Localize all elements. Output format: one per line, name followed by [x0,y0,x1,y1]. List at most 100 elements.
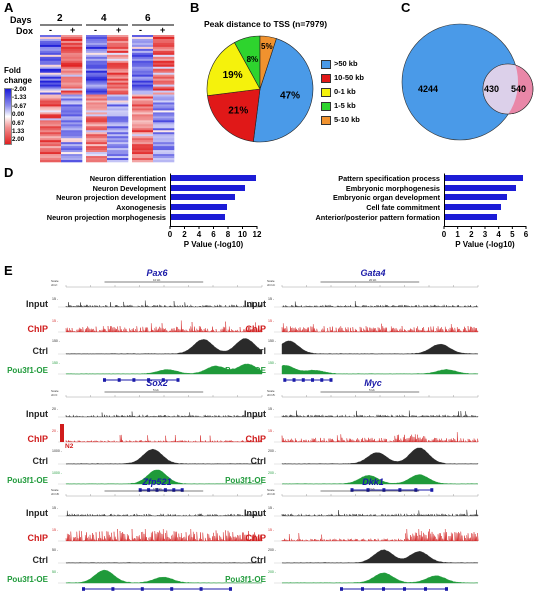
heatmap-cell [40,154,62,157]
heatmap-cell [132,94,154,97]
heatmap-cell [40,118,62,121]
heatmap-cell [153,134,175,137]
heatmap-cell [61,82,83,85]
scale-tick-label: 0.67 [12,119,25,127]
go-term-label: Anterior/posterior pattern formation [315,212,440,222]
pie-value-label: 19% [223,70,243,81]
heatmap-cell [107,100,129,103]
gene-exon [111,587,115,591]
day-label-6: 6 [145,13,151,24]
heatmap-cell [107,146,129,149]
heatmap-cell [61,60,83,64]
gene-exon [320,378,324,382]
heatmap-cell [61,52,83,56]
heatmap-cell [132,158,154,161]
heatmap-cell [107,158,129,161]
heatmap-cell [153,52,175,56]
heatmap-cell [40,68,62,72]
heatmap-cell [61,66,83,70]
heatmap-cell [61,152,83,155]
heatmap-cell [86,72,108,75]
signal-input [65,300,263,308]
heatmap-cell [107,114,129,117]
track-ymax: 150 - [52,361,61,365]
heatmap-cell [86,124,108,127]
heatmap-cell [86,54,108,58]
heatmap-cell [86,56,108,60]
legend-swatch [321,74,331,83]
heatmap-cell [86,132,108,135]
heatmap-cell [107,72,129,75]
track-ymax: 15 - [52,506,59,510]
track-label-ctrl: Ctrl [32,456,49,466]
gene-exon [170,587,174,591]
heatmap-cell [86,82,108,85]
day-label-2: 2 [57,13,63,24]
heatmap-cell [40,108,62,111]
heatmap-cell [40,80,62,83]
heatmap-cell [61,106,83,109]
heatmap-cell [132,110,154,113]
heatmap-cell [86,152,108,155]
heatmap-cell [107,124,129,127]
go-term-label: Axonogenesis [116,203,166,213]
heatmap-cell [40,94,62,97]
go-tick-label: 3 [482,229,488,239]
heatmap-cell [61,158,83,161]
gene-exon [340,587,343,591]
heatmap-cell [61,132,83,135]
signal-ctrl [65,338,263,355]
scale-title-1: Fold [4,66,21,75]
chrom-label: chr19: [267,492,276,496]
gene-exon [329,378,333,382]
chrom-label: chr3: [51,393,58,397]
heatmap-cell [86,160,108,163]
heatmap-cell [86,80,108,83]
heatmap-cell [86,64,108,68]
heatmap-cell [86,62,108,66]
track-ymax: 150 - [268,361,277,365]
heatmap-cell [132,130,154,133]
heatmap-cell [132,50,154,54]
heatmap-cell [86,158,108,161]
heatmap-cell [132,146,154,149]
heatmap-cell [153,112,175,115]
heatmap-cell [132,68,154,72]
signal-ctrl [281,549,479,564]
gene-exon [140,587,144,591]
venn-diagram [401,23,534,141]
heatmap-cell [86,46,108,50]
heatmap-cell [132,62,154,66]
heatmap-cell [86,148,108,151]
heatmap-cell [153,38,175,42]
pie-slice-0-1-kb [206,42,261,96]
heatmap-cell [40,54,62,58]
go-tick-label: 12 [252,229,262,239]
track-block-sox2: 20 - 20 - 1000 - 1000 - [52,391,263,492]
go-bar [444,213,498,220]
gene-exon [138,488,142,492]
heatmap-cell [107,70,129,74]
heatmap-cell [153,58,175,62]
track-ymax: 150 - [52,339,61,343]
heatmap-cell [132,42,154,46]
panel-letter-d: D [4,165,14,180]
heatmap-cell [132,102,154,105]
pie-value-label: 8% [247,55,259,64]
heatmap-cell [153,48,175,52]
gene-name-gata4: Gata4 [360,268,386,278]
signal-input [65,411,263,418]
heatmap-cell [86,114,108,117]
go-bar [170,204,228,211]
heatmap-cell [61,140,83,143]
heatmap-cell [61,144,83,147]
heatmap-cell [40,35,62,38]
heatmap-cell [153,82,175,85]
heatmap-cell [107,78,129,81]
track-ymax: 1000 - [52,449,63,453]
heatmap-cell [153,130,175,133]
heatmap-cell [40,104,62,107]
heatmap-cell [86,88,108,91]
heatmap-cell [132,114,154,117]
signal-input [281,509,479,517]
